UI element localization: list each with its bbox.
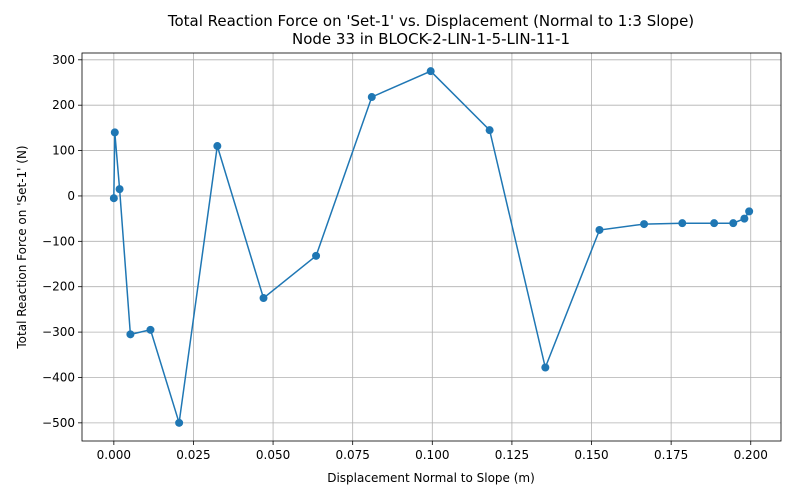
data-point — [367, 93, 376, 102]
x-tick-label: 0.025 — [176, 448, 210, 462]
y-tick-label: −200 — [42, 280, 75, 294]
y-tick-label: −400 — [42, 370, 75, 384]
x-tick-label: 0.000 — [97, 448, 131, 462]
data-point — [745, 207, 754, 216]
y-tick-label: 100 — [52, 144, 75, 158]
data-point — [426, 67, 435, 76]
x-tick-label: 0.125 — [495, 448, 529, 462]
data-point — [541, 363, 550, 372]
x-tick-label: 0.150 — [574, 448, 608, 462]
x-tick-label: 0.200 — [734, 448, 768, 462]
y-tick-label: −500 — [42, 416, 75, 430]
grid — [82, 53, 781, 441]
x-tick-label: 0.050 — [256, 448, 290, 462]
y-tick-label: −300 — [42, 325, 75, 339]
data-point — [175, 418, 184, 427]
chart-subtitle: Node 33 in BLOCK-2-LIN-1-5-LIN-11-1 — [292, 30, 570, 48]
data-point — [110, 128, 119, 137]
y-tick-label: 0 — [67, 189, 75, 203]
plot-frame — [81, 52, 782, 442]
data-point — [595, 225, 604, 234]
x-tick-label: 0.075 — [336, 448, 370, 462]
data-point — [115, 185, 124, 194]
axis-ticks: 0.000 0.025 0.050 0.075 0.100 0.125 0.150 0.175… — [42, 53, 768, 462]
data-point — [259, 294, 268, 303]
data-point — [213, 142, 222, 151]
y-tick-label: 200 — [52, 98, 75, 112]
series-line — [113, 70, 750, 424]
data-point — [640, 220, 649, 229]
data-point — [678, 219, 687, 228]
y-tick-label: 300 — [52, 53, 75, 67]
data-point — [146, 325, 155, 334]
data-point — [485, 126, 494, 135]
x-tick-label: 0.100 — [415, 448, 449, 462]
data-point — [312, 251, 321, 260]
data-point — [740, 214, 749, 223]
chart-title: Total Reaction Force on 'Set-1' vs. Disp… — [167, 12, 694, 30]
y-axis-label: Total Reaction Force on 'Set-1' (N) — [15, 145, 29, 349]
data-point — [729, 219, 738, 228]
y-tick-label: −100 — [42, 234, 75, 248]
data-point — [126, 330, 135, 339]
x-tick-label: 0.175 — [654, 448, 688, 462]
data-point — [710, 219, 719, 228]
data-point — [109, 194, 118, 203]
x-axis-label: Displacement Normal to Slope (m) — [327, 471, 535, 485]
series-layer — [109, 67, 754, 427]
